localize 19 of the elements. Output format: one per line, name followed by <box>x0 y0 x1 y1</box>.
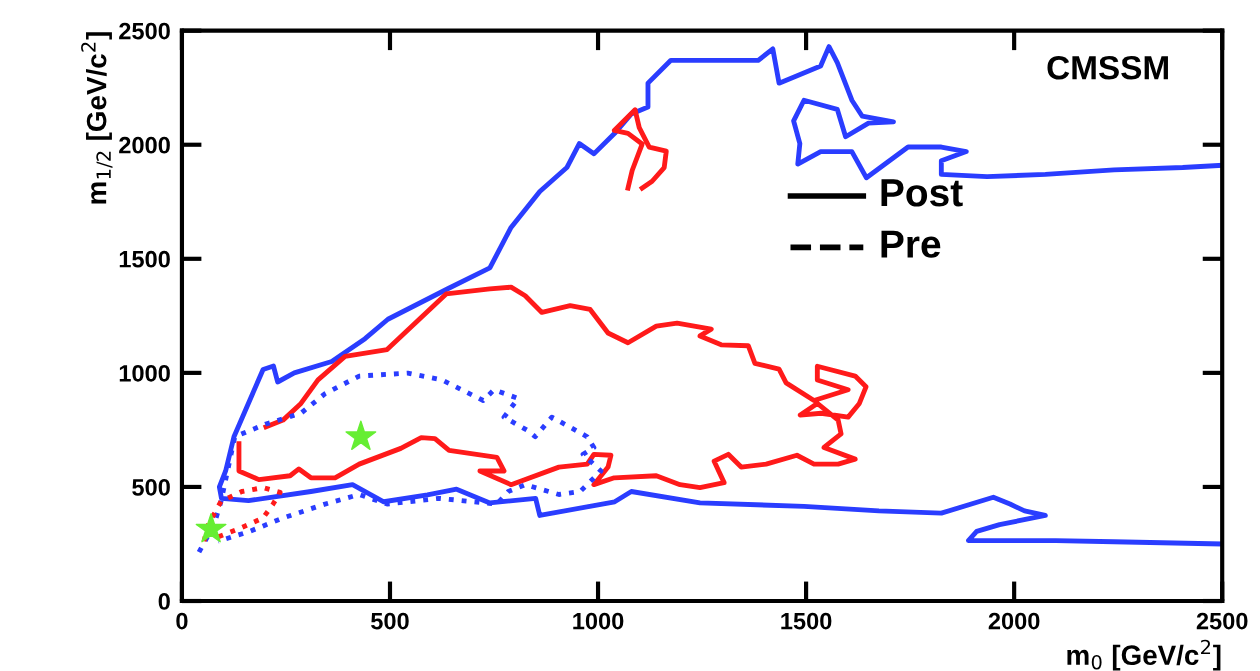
y-tick-label: 1500 <box>119 250 170 268</box>
y-tick-label: 0 <box>158 593 170 610</box>
annotation: CMSSM <box>1047 55 1168 80</box>
x-axis-title: m$_{0}$ [GeV/c$^{2}$] <box>1067 639 1221 671</box>
y-tick-label: 1000 <box>119 364 170 382</box>
y-tick-label: 500 <box>132 479 170 496</box>
annotation: Post <box>881 179 963 207</box>
line-series <box>236 284 869 491</box>
x-tick-label: 1000 <box>573 612 624 630</box>
x-tick-label: 2000 <box>988 612 1040 630</box>
x-tick-label: 1500 <box>781 612 832 630</box>
annotation: Pre <box>881 230 941 258</box>
x-tick-label: 2500 <box>1196 612 1248 630</box>
y-tick-label: 2000 <box>119 136 170 154</box>
y-tick-label: 2500 <box>119 22 170 40</box>
y-axis-title: m$_{1/2}$ [GeV/c$^{2}$] <box>81 32 113 204</box>
line-series <box>611 107 669 191</box>
x-tick-label: 0 <box>176 612 188 630</box>
x-tick-label: 500 <box>371 612 409 630</box>
